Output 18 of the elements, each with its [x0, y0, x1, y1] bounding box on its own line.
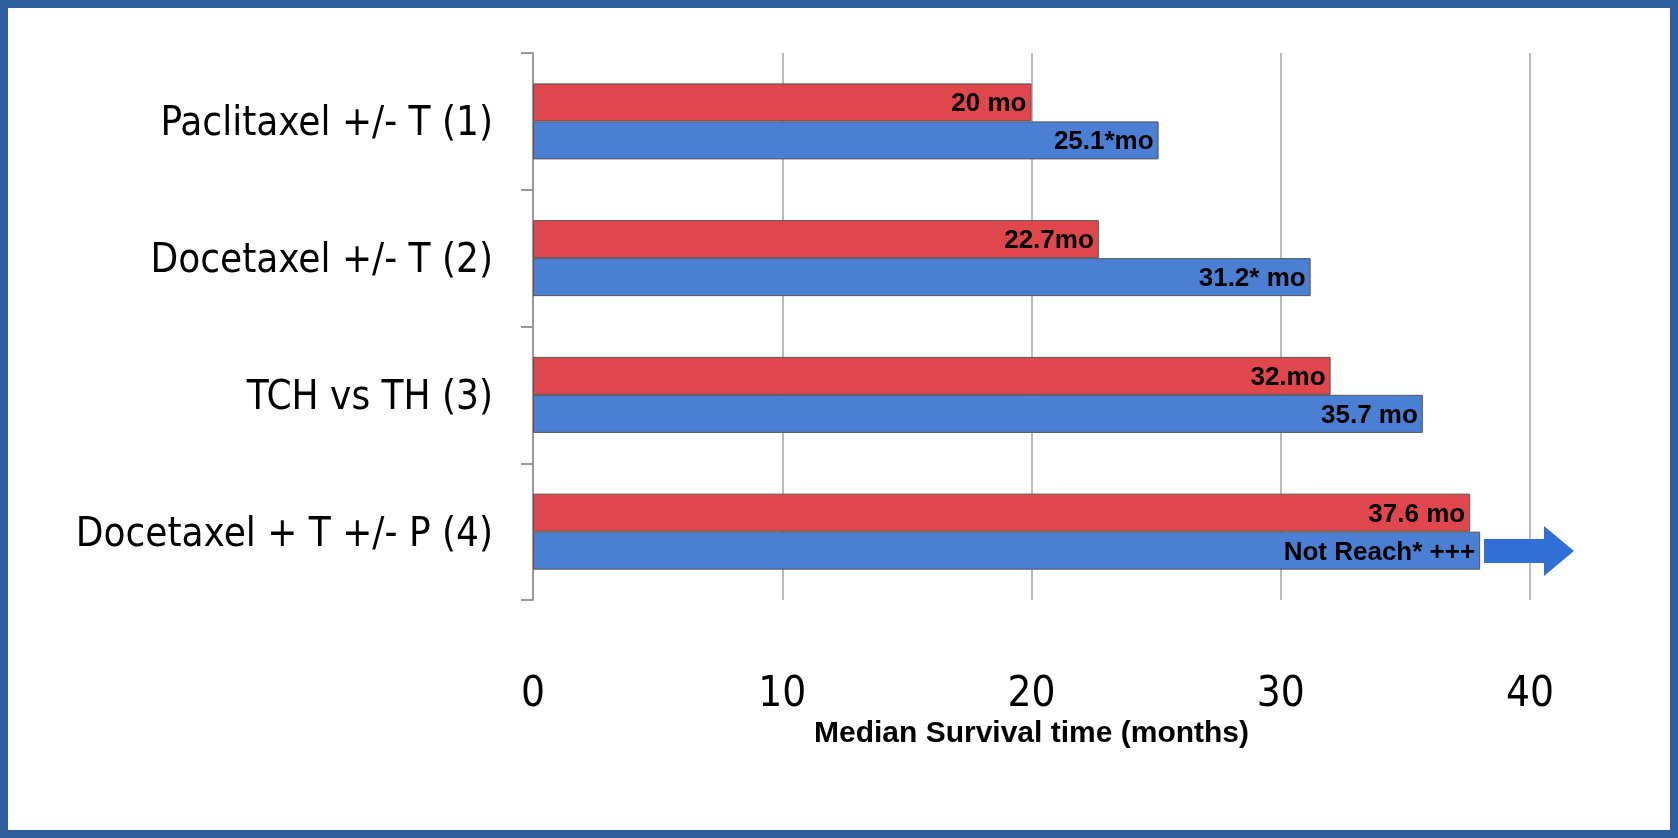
- y-tick-label: TCH vs TH (3): [245, 371, 493, 418]
- y-tick-label: Docetaxel +/- T (2): [150, 235, 493, 282]
- data-label: 22.7mo: [1004, 224, 1094, 255]
- x-tick-label: 30: [1256, 666, 1305, 716]
- y-tick-label: Paclitaxel +/- T (1): [160, 98, 493, 145]
- data-label: 37.6 mo: [1368, 497, 1466, 528]
- data-label: 20 mo: [951, 87, 1027, 118]
- data-label: 32.mo: [1250, 360, 1326, 391]
- data-label: 35.7 mo: [1320, 398, 1418, 429]
- data-label: 25.1*mo: [1053, 125, 1154, 156]
- x-tick-label: 40: [1505, 666, 1555, 716]
- data-label: 31.2* mo: [1198, 262, 1306, 293]
- x-axis-title: Median Survival time (months): [813, 715, 1250, 749]
- x-tick-label: 20: [1007, 666, 1056, 716]
- x-tick-label: 0: [520, 666, 546, 716]
- y-tick-label: Docetaxel + T +/- P (4): [75, 508, 493, 555]
- data-label: Not Reach* +++: [1283, 535, 1476, 566]
- x-tick-label: 10: [758, 666, 807, 716]
